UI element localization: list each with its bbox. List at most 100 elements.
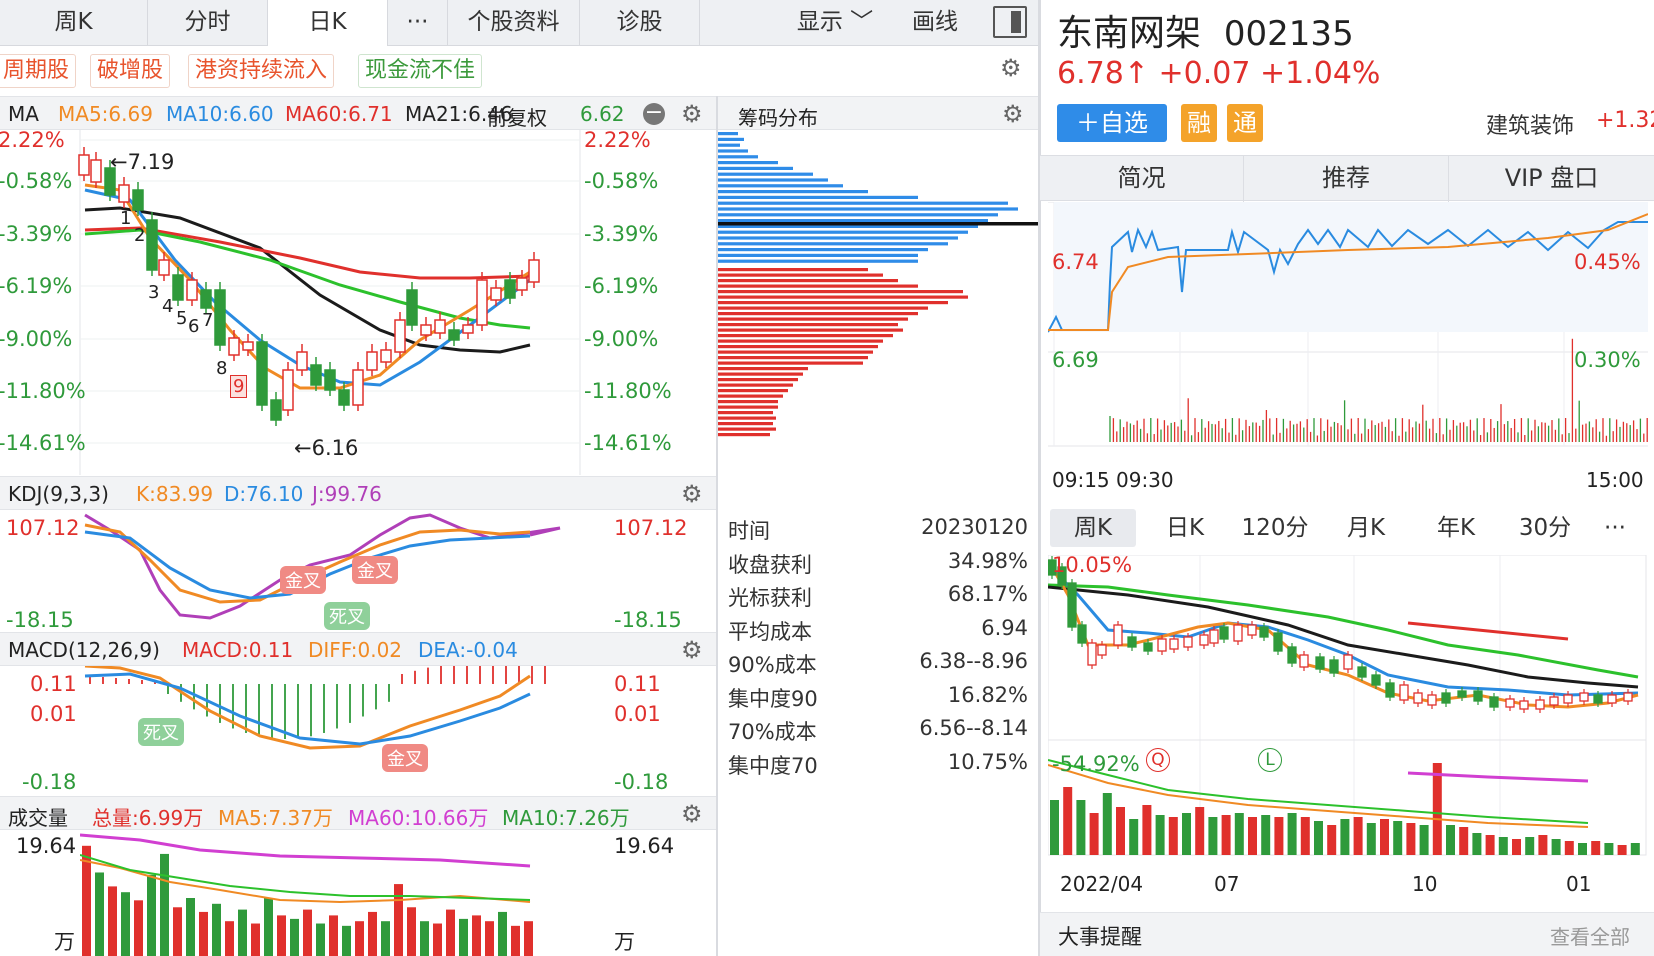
tag-cashflow[interactable]: 现金流不佳 (358, 54, 483, 88)
weekly-candle (1473, 690, 1483, 702)
tab-recommend[interactable]: 推荐 (1244, 156, 1449, 202)
tab-yearly[interactable]: 年K (1436, 515, 1476, 541)
macd-y3-right: -0.18 (614, 770, 669, 794)
tab-30min[interactable]: 30分 (1518, 515, 1572, 541)
zoom-out-icon[interactable]: − (643, 100, 665, 125)
gear-icon[interactable]: ⚙ (1002, 100, 1024, 128)
draw-button[interactable]: 画线 (912, 9, 958, 35)
intraday-chart[interactable] (1048, 202, 1648, 464)
volume-bar (316, 923, 325, 956)
weekly-volume-bar (1195, 807, 1205, 855)
stock-code: 002135 (1223, 14, 1354, 54)
margin-badge[interactable]: 融 (1181, 104, 1217, 142)
chip-bar (718, 372, 803, 376)
tab-intraday[interactable]: 分时 (148, 0, 268, 46)
chip-bar (718, 284, 918, 288)
chip-bar (718, 219, 988, 223)
chip-bar (718, 166, 793, 170)
weekly-candle (1169, 638, 1179, 650)
events-header: 大事提醒 查看全部 (1040, 912, 1654, 956)
kdj-j-value: J:99.76 (312, 482, 382, 506)
volume-chart[interactable] (80, 830, 610, 956)
candle (516, 277, 528, 291)
weekly-candle (1287, 646, 1297, 664)
weekly-candle (1427, 694, 1437, 706)
weekly-volume-bar (1630, 843, 1640, 855)
tab-diagnosis[interactable]: 诊股 (580, 0, 700, 46)
candle (448, 329, 460, 341)
weekly-candle (1371, 674, 1381, 686)
weekly-candle (1087, 642, 1097, 666)
gear-icon[interactable]: ⚙ (681, 636, 703, 664)
add-watchlist-button[interactable]: ＋自选 (1057, 104, 1167, 142)
panel-toggle-icon[interactable] (993, 6, 1027, 38)
tab-weekly[interactable]: 周K (1050, 509, 1136, 547)
volume-label: 成交量 (8, 806, 68, 830)
q-marker[interactable]: Q (1146, 748, 1170, 772)
tab-daily-k[interactable]: 日K (268, 0, 388, 46)
view-all-link[interactable]: 查看全部 (1550, 925, 1630, 949)
weekly-candle (1329, 659, 1339, 674)
stock-price: 6.78↑ (1057, 56, 1149, 91)
ma21-line (84, 206, 531, 354)
weekly-volume-bar (1525, 837, 1535, 855)
gear-icon[interactable]: ⚙ (681, 800, 703, 828)
chip-distribution[interactable] (718, 130, 1038, 440)
stock-name: 东南网架 (1057, 13, 1202, 54)
weekly-candle (1357, 666, 1367, 678)
weekly-x-label: 2022/04 (1060, 872, 1144, 896)
stat-row: 时间 20230120 (728, 515, 1028, 545)
tag-hk-inflow[interactable]: 港资持续流入 (188, 54, 335, 88)
tab-overview[interactable]: 简况 (1040, 156, 1244, 202)
tab-vip-orderbook[interactable]: VIP 盘口 (1504, 164, 1599, 192)
macd-y2: 0.01 (30, 702, 77, 726)
tab-more[interactable]: ··· (1604, 515, 1626, 541)
stat-value: 68.17% (947, 582, 1028, 606)
volume-bar (238, 909, 247, 956)
weekly-volume-bar (1617, 845, 1627, 855)
candle (186, 279, 198, 301)
volume-ma60-line (80, 833, 531, 868)
chip-bar (718, 195, 918, 199)
volume-bar (498, 911, 507, 956)
connect-badge[interactable]: 通 (1227, 104, 1263, 142)
tab-weekly-k[interactable]: 周K (0, 0, 148, 46)
vertical-divider (716, 96, 718, 956)
display-dropdown[interactable]: 显示 ﹀ (780, 0, 890, 46)
candle (338, 389, 350, 406)
weekly-volume-bar (1116, 807, 1125, 855)
weekly-k-chart[interactable] (1048, 555, 1648, 895)
daily-k-chart[interactable] (0, 130, 716, 475)
weekly-ma-red (1407, 621, 1569, 641)
events-title: 大事提醒 (1058, 925, 1142, 949)
weekly-candle (1067, 582, 1077, 628)
macd-chart[interactable] (80, 666, 610, 794)
weekly-candle (1457, 690, 1467, 698)
sector-name[interactable]: 建筑装饰 (1486, 114, 1575, 139)
tab-stock-profile[interactable]: 个股资料 (448, 0, 580, 46)
tag-cyclical[interactable]: 周期股 (0, 54, 77, 88)
chip-bar (718, 230, 968, 234)
tag-broken-issue[interactable]: 破增股 (90, 54, 171, 88)
l-marker[interactable]: L (1258, 748, 1282, 772)
weekly-volume-bar (1472, 833, 1482, 855)
tab-more[interactable]: ··· (388, 0, 448, 46)
candle (528, 259, 540, 283)
gear-icon[interactable]: ⚙ (1000, 54, 1022, 82)
period-tabs: 周K 日K 120分 月K 年K 30分 ··· (1040, 505, 1654, 551)
weekly-volume-bar (1208, 817, 1218, 855)
volume-bar (433, 923, 442, 956)
gear-icon[interactable]: ⚙ (681, 100, 703, 128)
adjust-label[interactable]: 前复权 (487, 106, 547, 130)
stat-row: 收盘获利 34.98% (728, 549, 1028, 579)
chip-bar (718, 207, 1018, 211)
tab-monthly[interactable]: 月K (1346, 515, 1386, 541)
weekly-volume-ma (1407, 771, 1589, 783)
weekly-candle (1199, 634, 1209, 646)
gear-icon[interactable]: ⚙ (681, 480, 703, 508)
tab-120min[interactable]: 120分 (1241, 515, 1309, 541)
chip-bar (718, 259, 918, 263)
tab-daily[interactable]: 日K (1165, 515, 1205, 541)
kdj-top-label: 107.12 (6, 516, 80, 540)
chip-bar (718, 273, 883, 277)
